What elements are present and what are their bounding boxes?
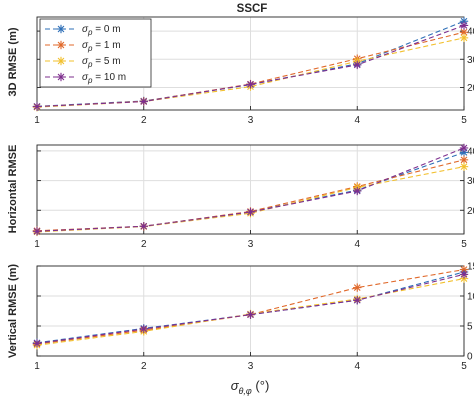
series-4 [32,270,469,348]
series-line [36,37,465,108]
legend-label: σp = 10 m [82,72,126,85]
x-tick-label: 4 [354,115,360,126]
legend-marker [56,24,66,34]
x-tick-label: 2 [141,239,147,250]
legend-marker [56,72,66,82]
legend-label: σp = 5 m [82,56,121,69]
y-tick-label: 40 [467,27,474,38]
data-point [32,102,42,111]
data-point [459,33,469,43]
y-tick-label: 40 [467,146,474,157]
legend: σp = 0 m σp = 1 m σp = 5 m σp = 10 m [39,18,152,88]
panel-1: 1 2 3 4 5 20 30 40 3D RMSE (m) [7,16,474,126]
legend-entry: σp = 10 m [45,72,126,85]
x-tick-label: 5 [461,361,467,372]
y-tick-label: 30 [467,55,474,66]
y-axis-label: Horizontal RMSE [7,145,19,234]
x-tick-label: 3 [248,361,254,372]
data-point [459,143,469,153]
x-tick-label: 4 [354,361,360,372]
legend-entry: σp = 0 m [45,24,121,37]
x-tick-label: 2 [141,115,147,126]
data-point [246,310,255,319]
x-axis-label-symbol: σ [231,378,240,393]
x-tick-label: 5 [461,239,467,250]
data-point [246,207,255,217]
data-point [139,97,148,106]
panel-2: 1 2 3 4 5 20 30 40 Horizontal RMSE [7,143,474,250]
data-point [32,227,42,236]
series-line [36,159,465,232]
x-tick-label: 3 [248,115,254,126]
series-line [36,147,465,232]
x-tick-label: 1 [34,361,40,372]
legend-entry: σp = 1 m [45,40,121,53]
data-point [459,162,469,171]
data-point [353,296,362,305]
legend-marker [56,56,66,66]
x-tick-label: 1 [34,239,40,250]
series-4 [32,21,469,111]
data-point [139,222,148,231]
x-tick-label: 2 [141,361,147,372]
series-line [36,31,465,108]
y-axis-label: 3D RMSE (m) [7,27,19,96]
panels: 123452030403D RMSE (m)12345203040Horizon… [7,16,474,373]
x-tick-label: 3 [248,239,254,250]
x-axis-label: σθ,φ (°) [231,378,270,396]
y-tick-label: 20 [467,206,474,217]
y-axis-label: Vertical RMSE (m) [7,264,19,358]
data-point [353,283,362,292]
data-point [459,21,469,30]
legend-label: σp = 0 m [82,24,121,37]
x-tick-label: 4 [354,239,360,250]
data-point [32,339,42,348]
y-tick-label: 5 [467,322,473,333]
y-tick-label: 20 [467,83,474,94]
legend-label: σp = 1 m [82,40,121,53]
data-point [459,270,469,279]
series-line [36,269,465,345]
series-line [36,24,465,108]
legend-entry: σp = 5 m [45,56,121,69]
data-point [459,265,469,274]
legend-marker [56,40,66,50]
series-4 [32,143,469,236]
chart-title: SSCF [237,3,268,15]
x-tick-label: 1 [34,115,40,126]
panel-3: 12345051015Vertical RMSE (m) [7,262,474,373]
legend-box [39,18,152,88]
y-tick-label: 0 [467,352,473,363]
data-point [139,324,148,334]
y-tick-label: 15 [467,262,474,273]
data-point [353,186,362,196]
data-point [353,60,362,70]
data-point [246,80,255,89]
series-line [36,166,465,233]
x-axis-label-subscript: θ,φ [239,386,252,396]
y-tick-label: 10 [467,292,474,303]
y-tick-label: 30 [467,176,474,187]
x-tick-label: 5 [461,115,467,126]
x-axis-label-unit: (°) [252,378,269,393]
